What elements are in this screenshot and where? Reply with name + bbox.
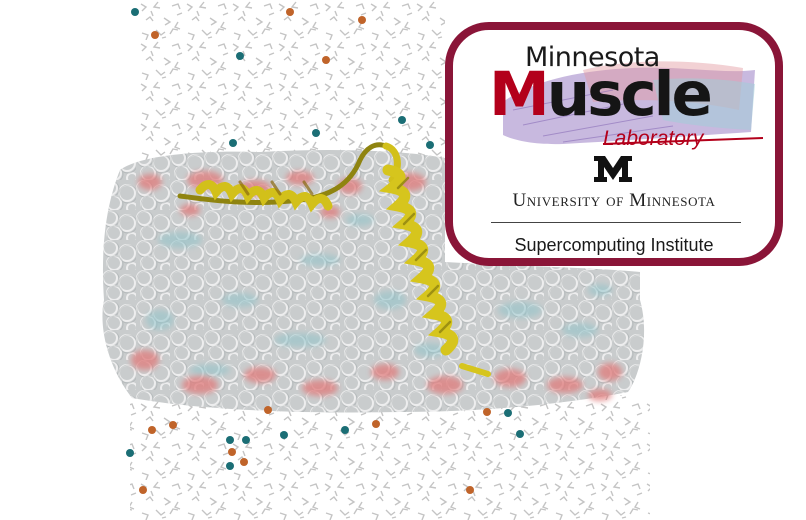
university-name: University of Minnesota [453,190,775,212]
lab-logo-badge: Minnesota Muscle Laboratory University o… [445,22,783,266]
divider [491,222,741,223]
laboratory-text: Laboratory [603,127,704,150]
helical-peptide [177,142,491,377]
minnesota-muscle-lab-logo: Minnesota Muscle Laboratory [489,40,763,150]
minnesota-text: Minnesota [525,42,660,73]
muscle-text: Muscle [489,64,713,125]
ions [126,8,524,494]
muscle-fiber-graphic [503,61,763,145]
water-molecules [130,0,650,520]
institute-name: Supercomputing Institute [514,235,714,255]
muscle-initial: M [489,59,550,130]
lipid-bilayer-surface [102,150,645,413]
block-m-icon [594,156,632,182]
university-name-text: University of Minnesota [512,190,716,211]
muscle-rest: uscle [546,59,713,130]
